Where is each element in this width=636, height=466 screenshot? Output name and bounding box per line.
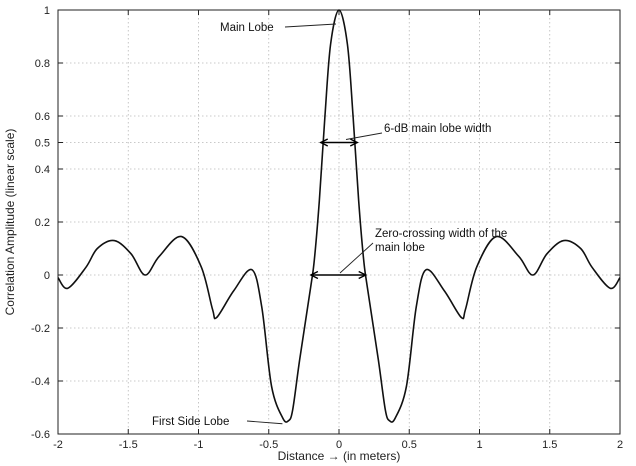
x-tick-label: 0 — [336, 439, 342, 451]
y-tick-label: -0.4 — [31, 376, 50, 388]
x-tick-label: 0.5 — [402, 439, 417, 451]
annotation-zero-crossing-line: Zero-crossing width of the — [375, 228, 507, 240]
six-db-leader — [345, 132, 383, 140]
x-tick-label: -0.5 — [259, 439, 278, 451]
series-layer — [57, 9, 621, 423]
six-db-width-arrow-left — [319, 138, 329, 147]
main-lobe-leader — [284, 23, 337, 28]
annotation-first-side-lobe: First Side Lobe — [152, 416, 229, 428]
y-tick-label: 0.4 — [35, 164, 50, 176]
y-tick-label: 1 — [44, 5, 50, 17]
annotation-layer: Main Lobe 6-dB main lobe width Zero-crossi… — [152, 22, 507, 428]
zero-crossing-width-arrow-left — [309, 270, 319, 280]
annotation-main-lobe: Main Lobe — [220, 22, 274, 34]
annotation-6db-width: 6-dB main lobe width — [384, 123, 491, 135]
x-tick-label: 1 — [476, 439, 482, 451]
zero-crossing-width-arrow-right — [358, 270, 368, 280]
x-tick-label: -1 — [194, 439, 204, 451]
y-tick-label: 0 — [44, 270, 50, 282]
x-tick-label: 1.5 — [542, 439, 557, 451]
x-tick-label: -1.5 — [119, 439, 138, 451]
x-tick-label: -2 — [53, 439, 63, 451]
y-axis-title: Correlation Amplitude (linear scale) — [3, 129, 17, 316]
x-tick-label: 2 — [617, 439, 623, 451]
y-tick-label: 0.2 — [35, 217, 50, 229]
y-tick-label: -0.2 — [31, 323, 50, 335]
label-layer: -2 -1.5 -1 -0.5 0 0.5 1 1.5 2 -0.6 -0.4 -0.2 0 0.2 0.4… — [31, 5, 623, 451]
first-side-lobe-leader — [246, 420, 283, 425]
y-tick-label: 0.6 — [35, 111, 50, 123]
x-axis-title: Distance → (in meters) — [278, 449, 401, 463]
y-tick-label: 0.5 — [35, 138, 50, 150]
annotation-zero-crossing-line: main lobe — [375, 242, 425, 254]
correlation-curve — [57, 9, 621, 423]
zero-crossing-leader — [339, 242, 374, 274]
six-db-width-arrow-right — [349, 138, 359, 147]
y-tick-label: -0.6 — [31, 429, 50, 441]
grid-layer — [58, 10, 620, 434]
y-tick-label: 0.8 — [35, 58, 50, 70]
